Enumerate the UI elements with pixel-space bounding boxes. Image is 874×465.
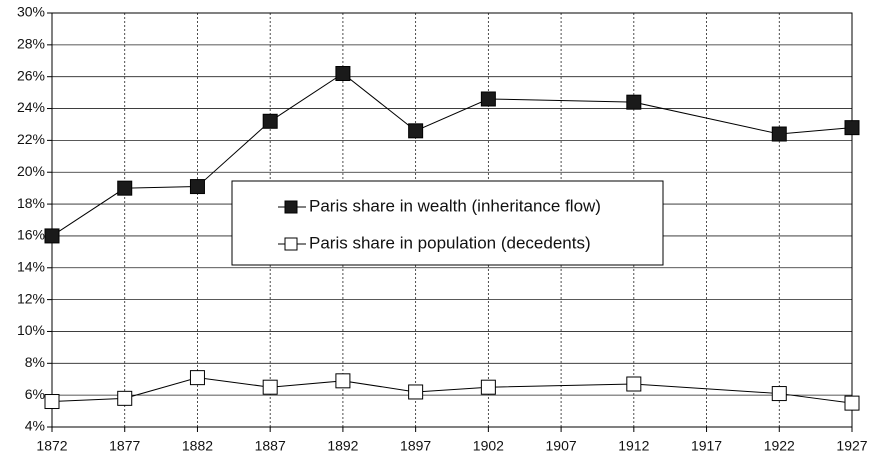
data-point (408, 384, 424, 400)
data-point (189, 370, 205, 386)
data-point (335, 66, 351, 82)
data-point (335, 373, 351, 389)
x-tick-label: 1907 (546, 438, 577, 454)
data-point (44, 228, 60, 244)
data-point (117, 390, 133, 406)
y-tick-label: 6% (25, 386, 45, 402)
y-tick-label: 26% (17, 67, 45, 83)
y-tick-label: 16% (17, 227, 45, 243)
x-tick-label: 1902 (473, 438, 504, 454)
x-tick-label: 1887 (255, 438, 286, 454)
data-point (771, 126, 787, 142)
y-tick-label: 20% (17, 163, 45, 179)
legend-marker (284, 237, 298, 251)
data-point (262, 379, 278, 395)
x-tick-label: 1882 (182, 438, 213, 454)
data-point (44, 394, 60, 410)
legend-box (231, 180, 664, 266)
y-tick-label: 4% (25, 418, 45, 434)
data-point (844, 120, 860, 136)
x-tick-label: 1877 (109, 438, 140, 454)
legend-marker (284, 200, 298, 214)
y-tick-label: 8% (25, 354, 45, 370)
data-point (626, 94, 642, 110)
x-tick-label: 1892 (327, 438, 358, 454)
data-point (626, 376, 642, 392)
data-point (189, 179, 205, 195)
series-line (51, 72, 853, 237)
legend-label: Paris share in population (decedents) (309, 233, 591, 252)
data-point (408, 123, 424, 139)
series-line (51, 377, 853, 404)
y-tick-label: 30% (17, 4, 45, 20)
plot-frame (51, 12, 853, 428)
y-tick-label: 12% (17, 290, 45, 306)
x-tick-label: 1897 (400, 438, 431, 454)
data-point (117, 180, 133, 196)
data-point (262, 113, 278, 129)
x-tick-label: 1872 (36, 438, 67, 454)
data-point (771, 386, 787, 402)
data-point (480, 91, 496, 107)
legend-label: Paris share in wealth (inheritance flow) (309, 196, 601, 215)
data-point (844, 395, 860, 411)
y-tick-label: 28% (17, 36, 45, 52)
x-tick-label: 1912 (618, 438, 649, 454)
y-tick-label: 22% (17, 131, 45, 147)
x-tick-label: 1917 (691, 438, 722, 454)
y-tick-label: 24% (17, 99, 45, 115)
y-tick-label: 14% (17, 258, 45, 274)
data-point (480, 379, 496, 395)
y-tick-label: 18% (17, 195, 45, 211)
y-tick-label: 10% (17, 322, 45, 338)
x-tick-label: 1927 (836, 438, 867, 454)
x-tick-label: 1922 (764, 438, 795, 454)
